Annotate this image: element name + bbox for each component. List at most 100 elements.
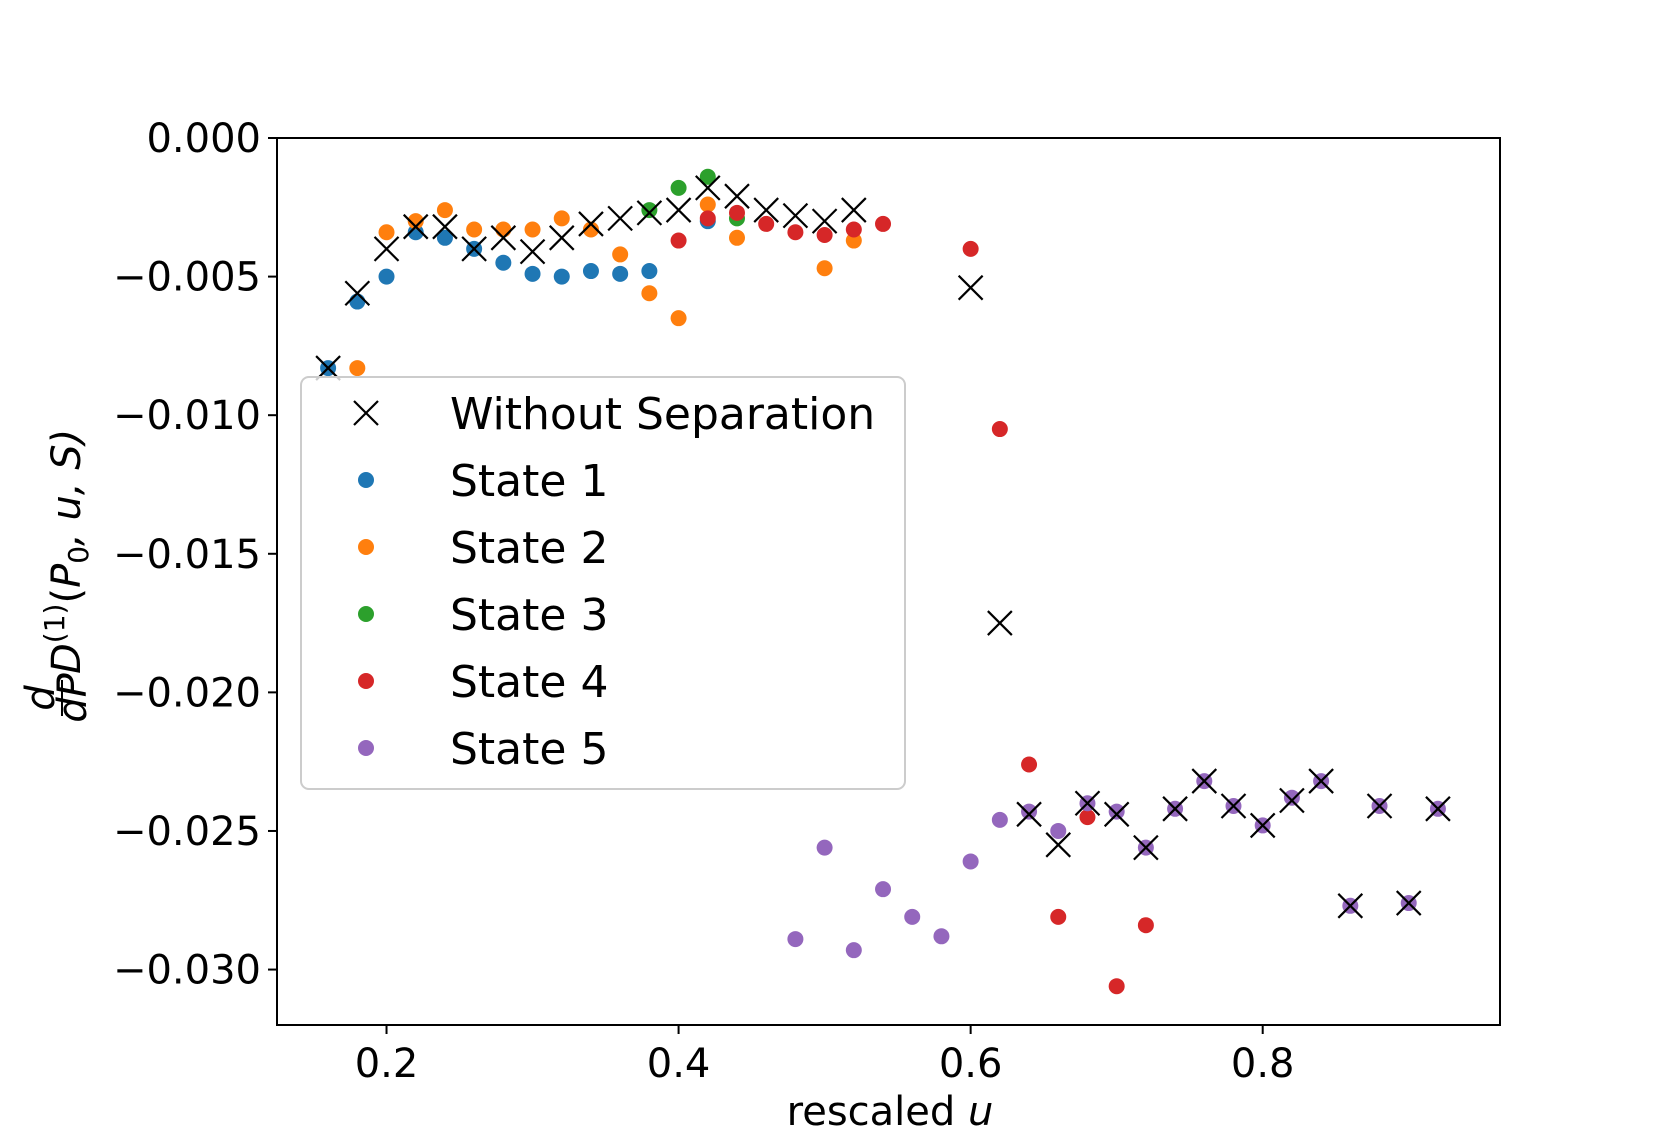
legend-entry-state-5: State 5 xyxy=(358,724,608,775)
legend: Without Separation State 1 State 2 State 3 S… xyxy=(300,376,906,790)
point-state-5 xyxy=(962,853,979,870)
point-without-separation xyxy=(402,213,429,240)
point-state-5 xyxy=(875,881,892,898)
point-without-separation xyxy=(373,236,400,262)
x-axis-label: rescaled u xyxy=(787,1089,994,1135)
point-state-2 xyxy=(728,229,745,246)
y-label-frac-num: d xyxy=(18,685,64,711)
point-state-4 xyxy=(1050,908,1067,925)
point-state-1 xyxy=(524,265,541,282)
legend-label-state-3: State 3 xyxy=(450,590,608,641)
y-tick-label: −0.015 xyxy=(113,532,261,578)
point-state-1 xyxy=(641,263,658,280)
point-without-separation xyxy=(344,280,371,307)
point-state-1 xyxy=(582,263,599,280)
y-label-frac-den: dP xyxy=(50,672,96,722)
point-state-5 xyxy=(904,908,921,925)
point-without-separation xyxy=(1425,796,1451,822)
x-tick-label: 0.8 xyxy=(1231,1041,1295,1087)
legend-label-without-separation: Without Separation xyxy=(450,389,875,440)
series-without-separation xyxy=(315,175,1451,919)
y-tick-label: −0.030 xyxy=(113,948,261,994)
point-state-5 xyxy=(1283,789,1300,806)
series-state-4 xyxy=(670,204,1154,995)
point-state-4 xyxy=(1108,978,1125,995)
series-state-2 xyxy=(349,196,862,377)
legend-entry-state-1: State 1 xyxy=(358,456,608,507)
legend-entry-state-3: State 3 xyxy=(358,590,608,641)
point-without-separation xyxy=(461,236,487,262)
point-without-separation xyxy=(578,211,604,237)
point-state-4 xyxy=(787,224,804,241)
legend-label-state-2: State 2 xyxy=(450,523,608,574)
point-state-4 xyxy=(758,215,775,232)
point-state-2 xyxy=(349,360,366,377)
y-tick-label: −0.005 xyxy=(113,255,261,301)
point-state-3 xyxy=(699,168,716,185)
y-axis: 0.000 −0.005 −0.010 −0.015 −0.020 −0.025 −0.03… xyxy=(113,116,277,994)
point-state-4 xyxy=(816,227,833,244)
point-without-separation xyxy=(1279,787,1305,814)
point-without-separation xyxy=(548,225,575,251)
point-state-2 xyxy=(582,221,599,238)
axes-frame xyxy=(276,137,1501,1026)
point-without-separation xyxy=(987,610,1013,636)
legend-entry-without-separation: Without Separation xyxy=(353,389,875,440)
point-without-separation xyxy=(724,183,750,209)
legend-marker-without-separation xyxy=(353,400,379,426)
point-state-1 xyxy=(349,293,366,310)
point-state-5 xyxy=(845,942,862,959)
point-state-1 xyxy=(378,268,395,285)
point-state-2 xyxy=(845,232,862,249)
point-state-5 xyxy=(1050,822,1067,839)
point-without-separation xyxy=(811,208,838,234)
point-without-separation xyxy=(519,238,546,265)
point-without-separation xyxy=(841,197,867,223)
point-without-separation xyxy=(432,213,458,240)
point-state-1 xyxy=(407,224,424,241)
point-state-5 xyxy=(1021,803,1038,820)
point-without-separation xyxy=(636,200,663,226)
plot-area xyxy=(315,168,1451,995)
point-state-4 xyxy=(845,221,862,238)
point-without-separation xyxy=(1308,768,1334,794)
point-state-4 xyxy=(875,215,892,232)
point-state-1 xyxy=(436,229,453,246)
point-state-2 xyxy=(407,213,424,230)
point-without-separation xyxy=(1337,893,1364,919)
point-without-separation xyxy=(957,274,984,301)
point-state-2 xyxy=(466,221,483,238)
point-state-1 xyxy=(553,268,570,285)
point-state-4 xyxy=(991,421,1008,438)
y-tick-label: −0.010 xyxy=(113,393,261,439)
point-state-5 xyxy=(933,928,950,945)
x-tick-label: 0.2 xyxy=(355,1041,419,1087)
point-state-2 xyxy=(641,285,658,302)
point-state-5 xyxy=(816,839,833,856)
point-without-separation xyxy=(1220,793,1247,819)
point-without-separation xyxy=(490,225,517,251)
point-state-1 xyxy=(495,254,512,271)
point-state-3 xyxy=(641,202,658,219)
x-axis: 0.2 0.4 0.6 0.8 xyxy=(355,1025,1295,1087)
point-without-separation xyxy=(695,175,721,201)
point-without-separation xyxy=(1103,801,1130,828)
legend-marker-state-2 xyxy=(358,539,374,555)
y-label-expression: D(1)(P0, u, S) xyxy=(38,429,95,674)
point-state-5 xyxy=(991,811,1008,828)
y-tick-label: −0.020 xyxy=(113,670,261,716)
point-state-4 xyxy=(728,204,745,221)
point-state-2 xyxy=(524,221,541,238)
legend-label-state-5: State 5 xyxy=(450,724,608,775)
point-state-2 xyxy=(436,202,453,219)
point-without-separation xyxy=(665,197,692,223)
legend-marker-state-3 xyxy=(358,606,374,622)
point-state-3 xyxy=(670,179,687,196)
point-without-separation xyxy=(1191,768,1218,794)
point-without-separation xyxy=(1133,834,1159,861)
point-without-separation xyxy=(1016,801,1042,828)
y-tick-label: 0.000 xyxy=(146,116,261,162)
point-without-separation xyxy=(1395,890,1422,916)
x-tick-label: 0.6 xyxy=(939,1041,1003,1087)
y-tick-label: −0.025 xyxy=(113,809,261,855)
